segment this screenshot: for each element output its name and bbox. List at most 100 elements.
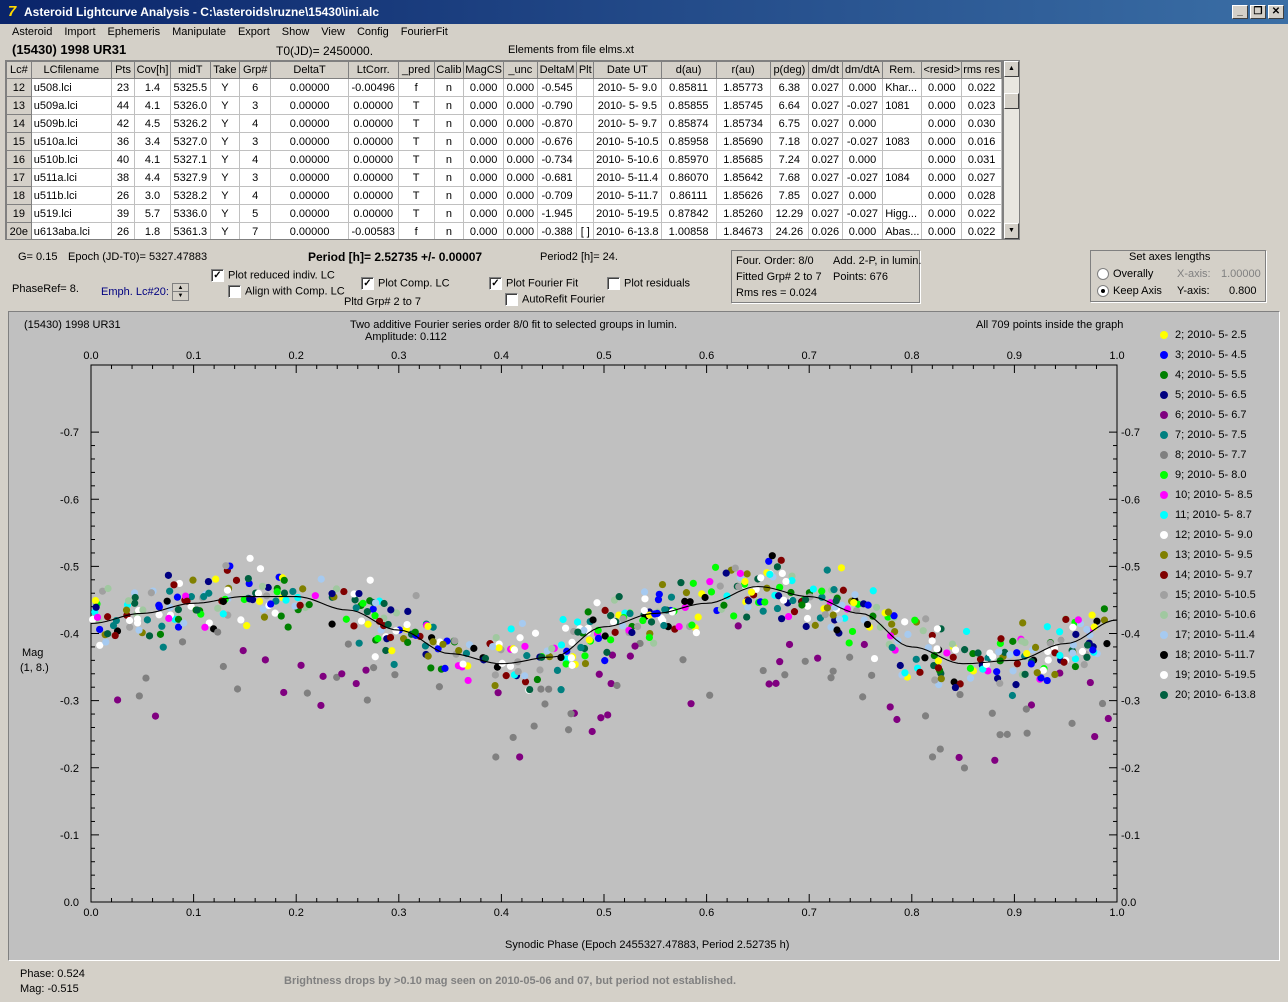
table-cell[interactable]: u613aba.lci — [30, 222, 112, 239]
table-cell[interactable]: 5327.0 — [169, 132, 211, 151]
table-cell[interactable]: 3 — [239, 168, 272, 187]
scroll-up-icon[interactable]: ▲ — [1004, 61, 1019, 77]
table-cell[interactable]: T — [397, 114, 435, 133]
table-cell[interactable]: 0.026 — [807, 222, 843, 239]
table-cell[interactable]: 1.85745 — [715, 96, 771, 115]
table-cell[interactable]: 6.75 — [769, 114, 809, 133]
table-cell[interactable]: 0.00000 — [347, 114, 399, 133]
table-cell[interactable]: 1084 — [882, 168, 923, 187]
table-cell[interactable]: 3.0 — [134, 186, 171, 205]
table-scrollbar[interactable]: ▲ ▼ — [1003, 60, 1020, 240]
table-cell[interactable] — [576, 96, 595, 115]
table-cell[interactable]: 0.016 — [961, 132, 1002, 151]
column-header[interactable]: r(au) — [715, 61, 771, 79]
table-cell[interactable]: 1.85260 — [715, 204, 771, 223]
column-header[interactable]: dm/dtA — [841, 61, 884, 79]
menu-view[interactable]: View — [321, 26, 345, 38]
plot-comp-checkbox[interactable]: ✓ Plot Comp. LC — [361, 277, 450, 290]
table-cell[interactable]: 26 — [110, 186, 136, 205]
menu-ephemeris[interactable]: Ephemeris — [107, 26, 161, 38]
table-cell[interactable]: 0.000 — [921, 96, 963, 115]
column-header[interactable]: Plt — [576, 61, 595, 79]
table-cell[interactable]: 3.4 — [134, 132, 171, 151]
table-cell[interactable]: Y — [209, 132, 241, 151]
table-cell[interactable]: -0.027 — [841, 168, 884, 187]
table-cell[interactable]: 0.85970 — [660, 150, 717, 169]
table-cell[interactable]: 0.027 — [807, 114, 843, 133]
table-cell[interactable]: 4.1 — [134, 96, 171, 115]
table-cell[interactable]: 0.00000 — [270, 168, 349, 187]
table-cell[interactable]: Y — [209, 204, 241, 223]
table-cell[interactable] — [576, 150, 595, 169]
table-cell[interactable]: n — [433, 186, 465, 205]
table-cell[interactable]: 0.00000 — [270, 204, 349, 223]
table-cell[interactable]: u511a.lci — [30, 168, 112, 187]
table-cell[interactable]: 0.000 — [921, 114, 963, 133]
table-cell[interactable]: 5325.5 — [169, 78, 211, 97]
table-cell[interactable] — [882, 186, 923, 205]
table-cell[interactable]: n — [433, 222, 465, 239]
table-cell[interactable]: Y — [209, 168, 241, 187]
table-cell[interactable]: 0.000 — [921, 78, 963, 97]
table-cell[interactable]: 0.000 — [463, 114, 504, 133]
table-cell[interactable]: 5 — [239, 204, 272, 223]
table-cell[interactable]: 0.85811 — [660, 78, 717, 97]
row-header[interactable]: 15 — [6, 132, 32, 151]
table-cell[interactable]: -0.790 — [536, 96, 578, 115]
table-cell[interactable]: 0.027 — [807, 204, 843, 223]
table-cell[interactable]: 0.000 — [841, 114, 884, 133]
table-cell[interactable]: 0.028 — [961, 186, 1002, 205]
table-cell[interactable]: T — [397, 132, 435, 151]
table-cell[interactable]: 26 — [110, 222, 136, 239]
lightcurve-table[interactable]: Lc# LCfilename Pts Cov[h] midT Take Grp# DeltaT… — [5, 60, 1003, 240]
column-header[interactable]: Take — [209, 61, 241, 79]
table-cell[interactable] — [576, 78, 595, 97]
menu-show[interactable]: Show — [281, 26, 310, 38]
table-cell[interactable]: 0.000 — [841, 78, 884, 97]
table-cell[interactable]: u519.lci — [30, 204, 112, 223]
menu-config[interactable]: Config — [356, 26, 389, 38]
table-cell[interactable]: 0.000 — [921, 204, 963, 223]
table-cell[interactable]: 0.000 — [502, 150, 538, 169]
column-header[interactable]: midT — [169, 61, 211, 79]
row-header[interactable]: 12 — [6, 78, 32, 97]
table-cell[interactable]: 0.000 — [502, 78, 538, 97]
table-cell[interactable]: 1.8 — [134, 222, 171, 239]
table-cell[interactable]: n — [433, 78, 465, 97]
menu-manipulate[interactable]: Manipulate — [172, 26, 226, 38]
table-cell[interactable]: 0.030 — [961, 114, 1002, 133]
menu-fourierfit[interactable]: FourierFit — [400, 26, 448, 38]
menu-import[interactable]: Import — [64, 26, 96, 38]
table-cell[interactable]: Y — [209, 114, 241, 133]
table-cell[interactable]: n — [433, 96, 465, 115]
scroll-down-icon[interactable]: ▼ — [1004, 223, 1019, 239]
table-cell[interactable]: n — [433, 150, 465, 169]
table-cell[interactable]: 1.85690 — [715, 132, 771, 151]
table-cell[interactable]: 5326.0 — [169, 96, 211, 115]
table-cell[interactable] — [576, 204, 595, 223]
table-cell[interactable]: 0.00000 — [270, 114, 349, 133]
table-cell[interactable]: 0.000 — [921, 186, 963, 205]
table-cell[interactable]: 1.85773 — [715, 78, 771, 97]
table-cell[interactable]: 0.86070 — [660, 168, 717, 187]
table-cell[interactable]: 38 — [110, 168, 136, 187]
table-cell[interactable]: -0.870 — [536, 114, 578, 133]
table-cell[interactable]: 0.00000 — [347, 168, 399, 187]
table-cell[interactable]: 7.68 — [769, 168, 809, 187]
column-header[interactable]: LCfilename — [30, 61, 112, 79]
table-row[interactable]: 20e u613aba.lci 26 1.8 5361.3 Y 7 0.00000 -0.005… — [6, 222, 1002, 239]
table-cell[interactable]: 0.000 — [502, 222, 538, 239]
table-cell[interactable]: 1.00858 — [660, 222, 717, 239]
table-cell[interactable] — [576, 114, 595, 133]
table-cell[interactable]: 2010- 5-11.4 — [593, 168, 662, 187]
table-cell[interactable]: 7.24 — [769, 150, 809, 169]
keep-axis-radio[interactable]: Keep Axis — [1097, 285, 1162, 298]
table-cell[interactable]: 5327.1 — [169, 150, 211, 169]
table-cell[interactable]: f — [397, 222, 435, 239]
table-cell[interactable]: 0.022 — [961, 222, 1002, 239]
table-row[interactable]: 12 u508.lci 23 1.4 5325.5 Y 6 0.00000 -0.00496 f n… — [6, 78, 1002, 97]
table-cell[interactable]: 5.7 — [134, 204, 171, 223]
table-cell[interactable]: 0.027 — [807, 78, 843, 97]
